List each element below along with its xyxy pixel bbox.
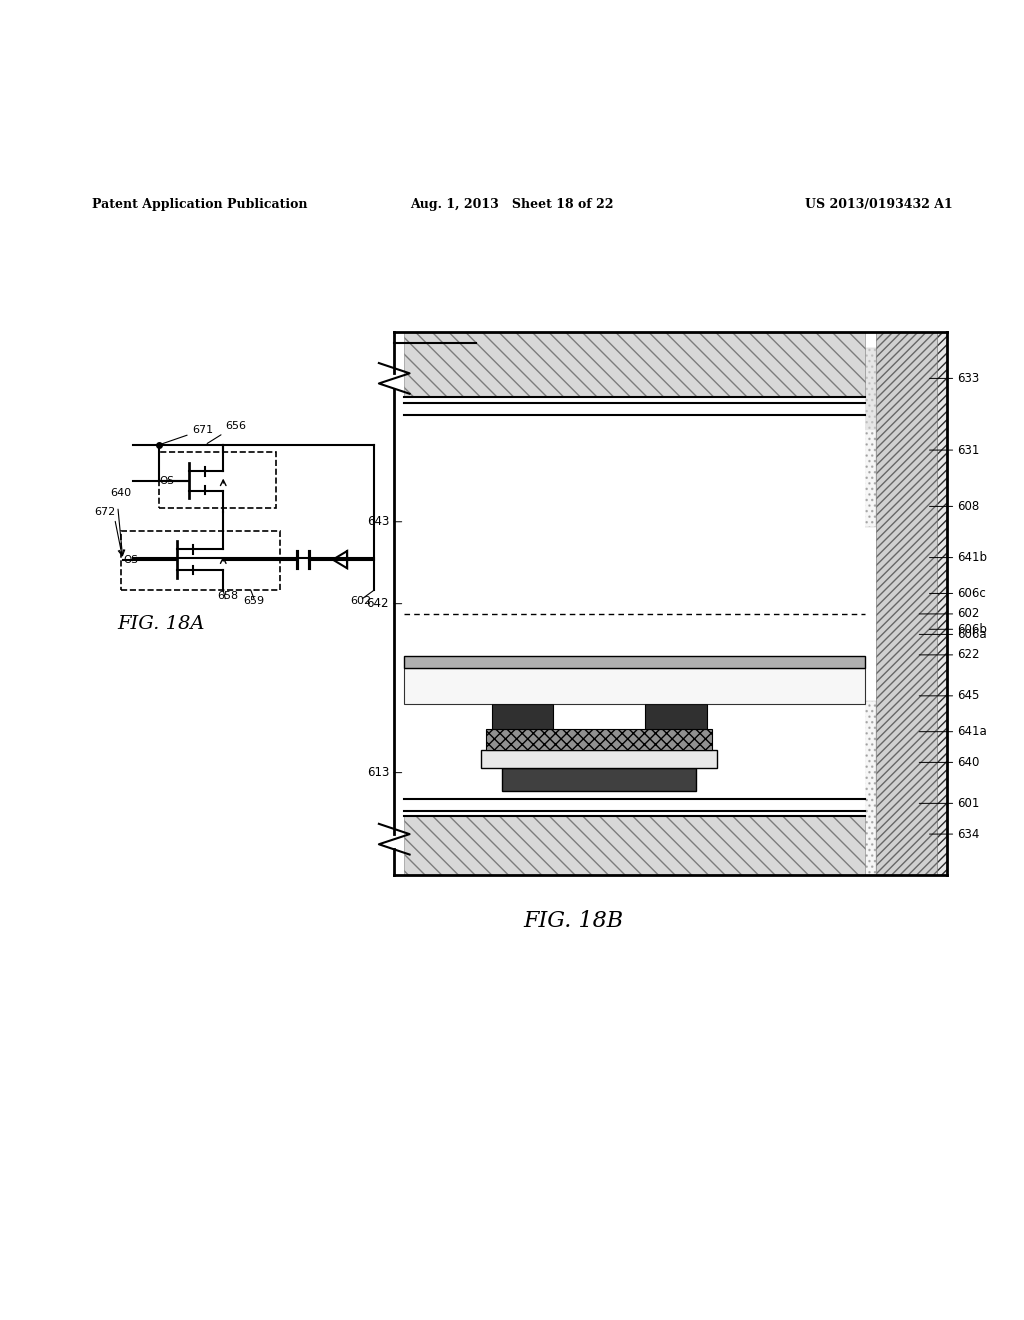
Text: 642: 642 [367,597,389,610]
Bar [502,768,696,791]
Bar [645,704,707,730]
Text: US 2013/0193432 A1: US 2013/0193432 A1 [805,198,952,211]
Bar [410,347,876,527]
Bar [404,668,865,704]
Bar [486,730,712,750]
Text: 606a: 606a [957,628,987,642]
Bar [404,656,865,668]
Text: 658: 658 [217,590,239,601]
Text: 640: 640 [111,488,132,498]
Bar [891,333,947,875]
Text: 608: 608 [957,500,980,513]
Bar [121,531,280,590]
Text: OS: OS [124,554,138,565]
Text: 641a: 641a [957,725,987,738]
Text: 631: 631 [957,444,980,457]
Bar [159,453,276,508]
Text: 640: 640 [957,756,980,768]
Bar [404,333,865,397]
Text: 656: 656 [207,421,247,444]
Text: 602: 602 [957,607,980,620]
Bar [404,817,865,875]
Text: 622: 622 [957,648,980,661]
Text: 633: 633 [957,372,980,385]
Text: 634: 634 [957,828,980,841]
Text: FIG. 18B: FIG. 18B [523,909,624,932]
Text: Patent Application Publication: Patent Application Publication [92,198,307,211]
Text: FIG. 18A: FIG. 18A [118,615,205,634]
Text: 606c: 606c [957,587,986,599]
Text: 613: 613 [367,766,389,779]
Bar [876,333,937,875]
Bar [492,704,553,730]
Text: 641b: 641b [957,552,987,564]
Text: Aug. 1, 2013   Sheet 18 of 22: Aug. 1, 2013 Sheet 18 of 22 [411,198,613,211]
Text: 659: 659 [244,595,265,606]
Bar [481,750,717,768]
Text: 601: 601 [957,797,980,810]
Text: OS: OS [160,475,174,486]
Text: 643: 643 [367,515,389,528]
Text: 645: 645 [957,689,980,702]
Text: 672: 672 [94,507,116,516]
Text: 671: 671 [162,425,214,444]
Text: 606b: 606b [957,623,987,636]
Bar [404,333,865,875]
Bar [410,701,876,875]
Bar [410,347,876,429]
Text: 602: 602 [350,595,372,606]
